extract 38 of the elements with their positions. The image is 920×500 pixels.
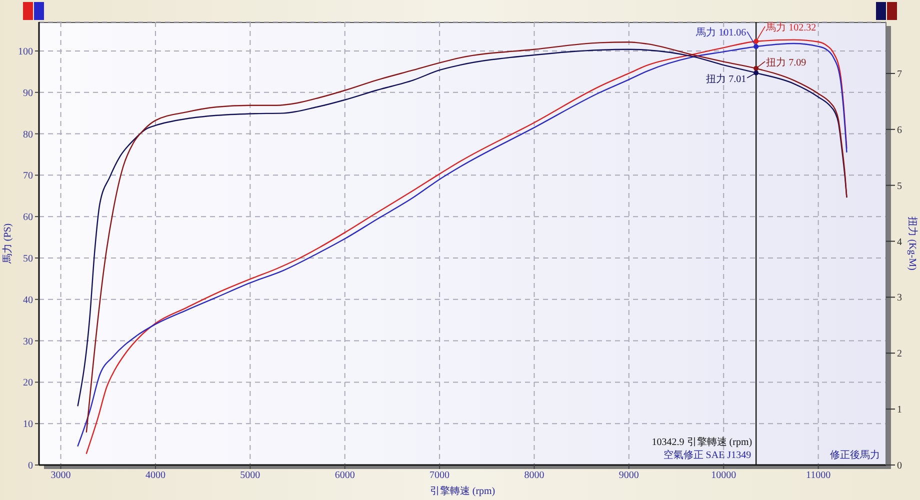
y2-tick-label: 0	[897, 460, 902, 472]
y2-tick-label: 7	[897, 69, 902, 80]
annotation: 馬力 101.06	[695, 26, 746, 39]
y2-tick-label: 1	[897, 404, 902, 416]
x-tick-label: 5000	[240, 470, 260, 482]
y-tick-label: 0	[28, 460, 33, 472]
x-tick-label: 11000	[806, 470, 831, 482]
x-axis-title: 引擎轉速 (rpm)	[430, 485, 496, 497]
y-tick-label: 80	[23, 129, 33, 140]
y-tick-label: 50	[23, 254, 33, 265]
x-tick-label: 4000	[145, 470, 166, 482]
y-axis-title: 馬力 (PS)	[2, 223, 14, 265]
y2-tick-label: 3	[897, 292, 902, 304]
y2-axis-title: 扭力 (Kg-M)	[906, 216, 918, 270]
y2-tick-label: 5	[897, 180, 902, 192]
annotation: 扭力 7.09	[766, 56, 806, 68]
x-tick-label: 8000	[524, 470, 544, 482]
x-tick-label: 9000	[618, 470, 639, 482]
x-tick-label: 7000	[430, 470, 450, 482]
x-tick-label: 3000	[50, 470, 71, 482]
annotation: 馬力 102.32	[765, 21, 816, 34]
y2-tick-label: 6	[897, 124, 902, 136]
y2-tick-label: 2	[897, 348, 902, 360]
y-tick-label: 70	[23, 170, 33, 182]
y-tick-label: 20	[23, 378, 33, 389]
annotation: 修正後馬力	[830, 450, 880, 461]
y-tick-label: 60	[23, 212, 33, 224]
ref-line-label: 10342.9 引擎轉速 (rpm)	[652, 436, 752, 448]
annotation: 空氣修正 SAE J1349	[663, 448, 752, 462]
y-tick-label: 100	[18, 46, 33, 58]
x-tick-label: 10000	[711, 470, 736, 482]
y-tick-label: 30	[23, 336, 33, 348]
y-tick-label: 40	[23, 294, 33, 306]
y-tick-label: 10	[23, 419, 33, 430]
y-tick-label: 90	[23, 88, 33, 99]
y2-tick-label: 4	[897, 236, 902, 248]
x-tick-label: 6000	[334, 470, 355, 482]
annotation: 扭力 7.01	[706, 72, 746, 85]
